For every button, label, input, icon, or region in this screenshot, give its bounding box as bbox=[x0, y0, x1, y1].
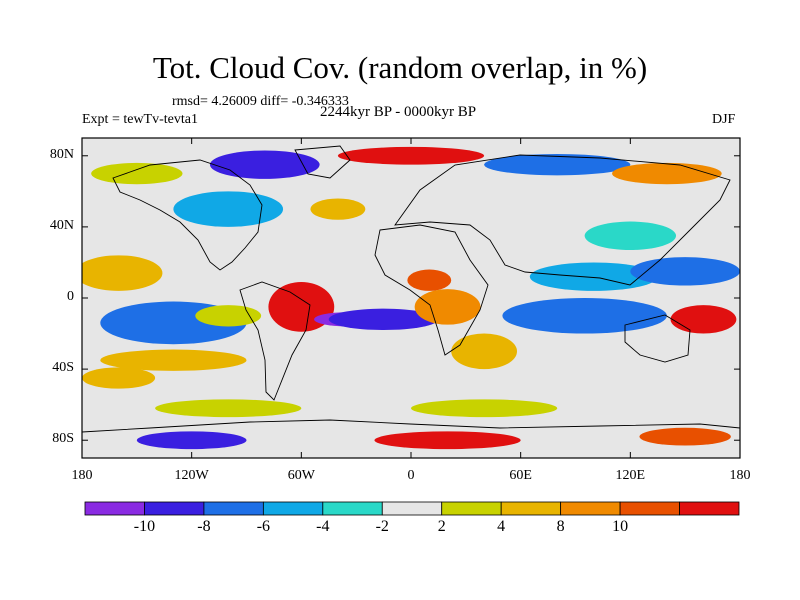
axis-ticks bbox=[81, 138, 741, 458]
anomaly-region bbox=[155, 399, 302, 418]
colorbar-swatch bbox=[619, 501, 680, 516]
antarctica-coast bbox=[82, 419, 740, 433]
lon-tick-label: 120E bbox=[615, 468, 646, 483]
lon-tick-label: 120W bbox=[174, 468, 209, 483]
lat-tick-label: 40N bbox=[49, 217, 74, 233]
anomaly-region bbox=[173, 191, 284, 227]
season-label: DJF bbox=[712, 112, 736, 127]
colorbar-swatch bbox=[381, 501, 443, 516]
north-america-coast bbox=[112, 159, 263, 271]
period-label: 2244kyr BP - 0000kyr BP bbox=[320, 104, 477, 120]
anomaly-region bbox=[670, 305, 737, 334]
colorbar-label: 2 bbox=[437, 518, 446, 535]
coastlines bbox=[82, 145, 740, 433]
colorbar-swatch bbox=[322, 501, 383, 516]
anomaly-region bbox=[91, 162, 183, 185]
colorbar-label: 10 bbox=[612, 518, 629, 535]
greenland-coast bbox=[294, 145, 351, 179]
colorbar-label: -6 bbox=[256, 518, 271, 535]
anomaly-region bbox=[451, 333, 518, 370]
lat-tick-label: 80N bbox=[49, 146, 74, 162]
africa-coast bbox=[374, 224, 489, 356]
colorbar-swatch bbox=[500, 501, 562, 516]
colorbar-label: -2 bbox=[375, 518, 389, 535]
south-america-coast bbox=[239, 281, 311, 401]
anomaly-region bbox=[411, 399, 558, 418]
colorbar-swatch bbox=[679, 501, 740, 516]
anomaly-region bbox=[310, 198, 366, 220]
anomaly-region bbox=[502, 298, 667, 334]
colorbar-label: -4 bbox=[316, 518, 330, 535]
eurasia-coast bbox=[394, 154, 731, 286]
colorbar-swatch bbox=[84, 501, 145, 516]
colorbar-swatch bbox=[560, 501, 621, 516]
anomaly-region bbox=[639, 427, 731, 446]
colorbar-label: -10 bbox=[133, 518, 156, 535]
lon-tick-label: 0 bbox=[407, 468, 415, 483]
colorbar bbox=[84, 501, 740, 516]
anomaly-region bbox=[82, 367, 156, 389]
anomaly-region bbox=[209, 150, 320, 179]
anomaly-region bbox=[328, 308, 439, 331]
anomaly-region bbox=[630, 257, 740, 286]
anomaly-region bbox=[414, 289, 481, 325]
colorbar-swatch bbox=[262, 501, 324, 516]
rmsd-diff-stats: rmsd= 4.26009 diff= -0.346333 bbox=[172, 94, 349, 109]
anomaly-region bbox=[195, 305, 262, 327]
lon-tick-label: 60W bbox=[287, 468, 315, 483]
lon-tick-label: 180 bbox=[729, 468, 751, 483]
anomaly-region bbox=[584, 221, 677, 250]
colorbar-label: -8 bbox=[197, 518, 211, 535]
colorbar-label: 4 bbox=[497, 518, 506, 535]
colorbar-swatch bbox=[441, 501, 502, 516]
lat-tick-label: 80S bbox=[52, 431, 74, 447]
australia-coast bbox=[624, 314, 691, 363]
anomaly-region bbox=[484, 154, 631, 176]
lon-tick-label: 60E bbox=[509, 468, 532, 483]
anomaly-region bbox=[337, 146, 485, 165]
lon-tick-label: 180 bbox=[71, 468, 93, 483]
anomaly-region bbox=[374, 431, 521, 450]
anomaly-region bbox=[136, 431, 247, 450]
colorbar-label: 8 bbox=[556, 518, 565, 535]
plot-title: Tot. Cloud Cov. (random overlap, in %) bbox=[152, 50, 648, 85]
anomaly-region bbox=[82, 255, 163, 291]
anomaly-fields bbox=[82, 146, 740, 450]
anomaly-region bbox=[407, 269, 452, 291]
anomaly-region bbox=[100, 349, 247, 371]
colorbar-swatch bbox=[144, 501, 205, 516]
lat-tick-label: 0 bbox=[67, 289, 74, 304]
colorbar-swatch bbox=[203, 501, 264, 516]
anomaly-region bbox=[612, 162, 722, 185]
experiment-label: Expt = tewTv-tevta1 bbox=[82, 112, 198, 127]
lat-tick-label: 40S bbox=[52, 360, 74, 376]
